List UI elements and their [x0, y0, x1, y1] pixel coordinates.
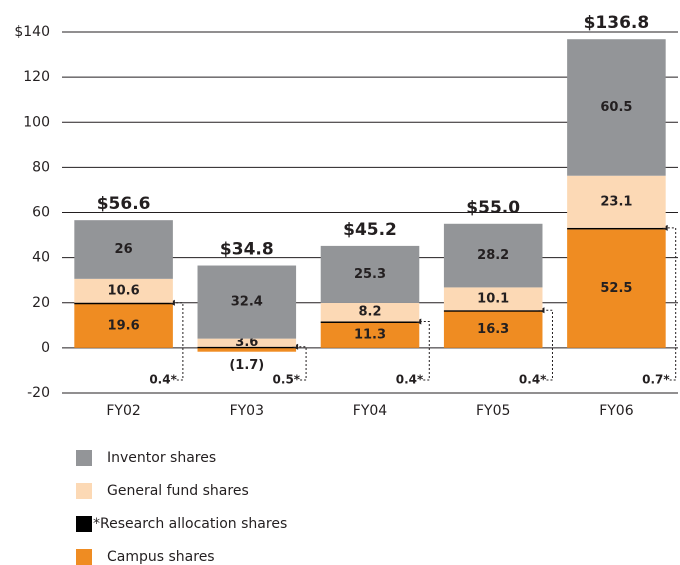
total-label: $45.2	[343, 220, 397, 240]
bar-segment	[74, 303, 173, 348]
bar-segment	[320, 321, 420, 323]
x-tick-label: FY05	[476, 403, 510, 419]
y-tick-label: 120	[23, 69, 50, 85]
legend-label: Campus shares	[107, 549, 215, 565]
research-label: 0.4*	[519, 373, 547, 387]
y-tick-label: 20	[32, 295, 50, 311]
y-tick-label: $140	[14, 24, 50, 40]
x-tick-label: FY02	[106, 403, 140, 419]
callout-line	[294, 346, 307, 381]
y-tick-label: 60	[32, 205, 50, 221]
segment-label: 19.6	[108, 318, 140, 333]
legend-swatch	[76, 516, 92, 532]
segment-label: (1.7)	[229, 358, 264, 373]
bar-segment	[197, 347, 297, 352]
segment-label: 26	[115, 242, 133, 257]
bar-segment	[567, 39, 666, 176]
y-tick-label: 0	[41, 340, 50, 356]
legend-label: Inventor shares	[107, 450, 216, 466]
callout-line	[663, 227, 677, 381]
x-tick-label: FY03	[230, 403, 264, 419]
bar-segment	[567, 175, 666, 228]
bar-segment	[567, 229, 666, 348]
legend-swatch	[76, 450, 92, 466]
y-tick-label: 80	[32, 159, 50, 175]
segment-label: 28.2	[477, 248, 509, 263]
bar-segment	[74, 220, 173, 279]
y-tick-label: 100	[23, 114, 50, 130]
bar-segment	[443, 223, 543, 288]
callout-line	[540, 309, 553, 381]
x-tick-label: FY04	[353, 403, 388, 419]
research-label: 0.4*	[149, 373, 177, 387]
segment-label: 60.5	[600, 100, 632, 115]
bar-segment	[74, 278, 173, 303]
bar-segment	[443, 287, 543, 311]
legend-label: *Research allocation shares	[93, 516, 287, 532]
legend-swatch	[76, 549, 92, 565]
segment-label: 10.6	[108, 283, 140, 298]
research-label: 0.7*	[642, 373, 670, 387]
segment-label: 25.3	[354, 267, 386, 282]
bar-segment	[567, 227, 666, 230]
segment-label: 11.3	[354, 328, 386, 343]
segment-label: 16.3	[477, 322, 509, 337]
x-tick-label: FY06	[599, 403, 634, 419]
segment-label: 8.2	[358, 305, 381, 320]
segment-label: 23.1	[600, 194, 632, 209]
total-label: $34.8	[220, 240, 274, 260]
bar-segment	[320, 302, 420, 322]
bar-segment	[197, 265, 297, 339]
segment-label: 32.4	[231, 295, 263, 310]
segment-label: 52.5	[600, 281, 632, 296]
y-tick-label: -20	[27, 385, 50, 401]
bar-segment	[74, 302, 173, 305]
legend-label: General fund shares	[107, 483, 249, 499]
bar-segment	[320, 245, 420, 303]
legend-swatch	[76, 483, 92, 499]
callout-line	[170, 302, 184, 381]
research-label: 0.4*	[396, 373, 424, 387]
total-label: $136.8	[584, 13, 650, 33]
segment-label: 10.1	[477, 291, 509, 306]
bar-segment	[320, 322, 420, 348]
bar-segment	[197, 338, 297, 347]
total-label: $56.6	[97, 194, 151, 214]
research-label: 0.5*	[273, 373, 301, 387]
total-label: $55.0	[466, 198, 520, 218]
y-tick-label: 40	[32, 250, 50, 266]
bar-segment	[443, 310, 543, 312]
segment-label: 3.6	[235, 335, 258, 350]
bar-segment	[443, 311, 543, 348]
bar-segment	[197, 346, 297, 349]
